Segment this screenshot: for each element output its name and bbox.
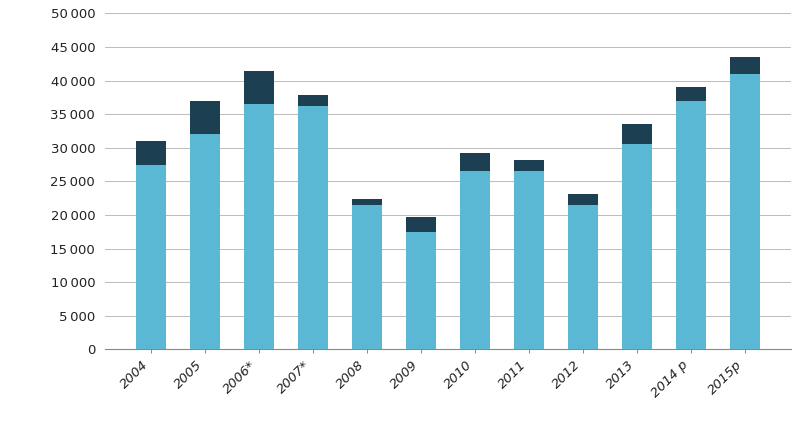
Bar	[406, 232, 436, 349]
Bar	[352, 205, 382, 349]
Bar	[190, 134, 220, 349]
Bar	[298, 106, 328, 349]
Bar	[622, 124, 652, 144]
Bar	[244, 70, 274, 104]
Bar	[460, 171, 490, 349]
Bar	[730, 57, 759, 74]
Bar	[460, 153, 490, 171]
Bar	[514, 171, 544, 349]
Bar	[136, 164, 165, 349]
Bar	[676, 87, 705, 101]
Bar	[190, 101, 220, 134]
Bar	[352, 199, 382, 205]
Bar	[514, 160, 544, 171]
Bar	[136, 141, 165, 164]
Bar	[622, 144, 652, 349]
Bar	[568, 205, 598, 349]
Bar	[568, 194, 598, 205]
Bar	[298, 95, 328, 106]
Bar	[676, 101, 705, 349]
Bar	[244, 104, 274, 349]
Bar	[730, 74, 759, 349]
Legend: Nybyggnad, Ombyggnad: Nybyggnad, Ombyggnad	[126, 443, 410, 448]
Bar	[406, 217, 436, 232]
